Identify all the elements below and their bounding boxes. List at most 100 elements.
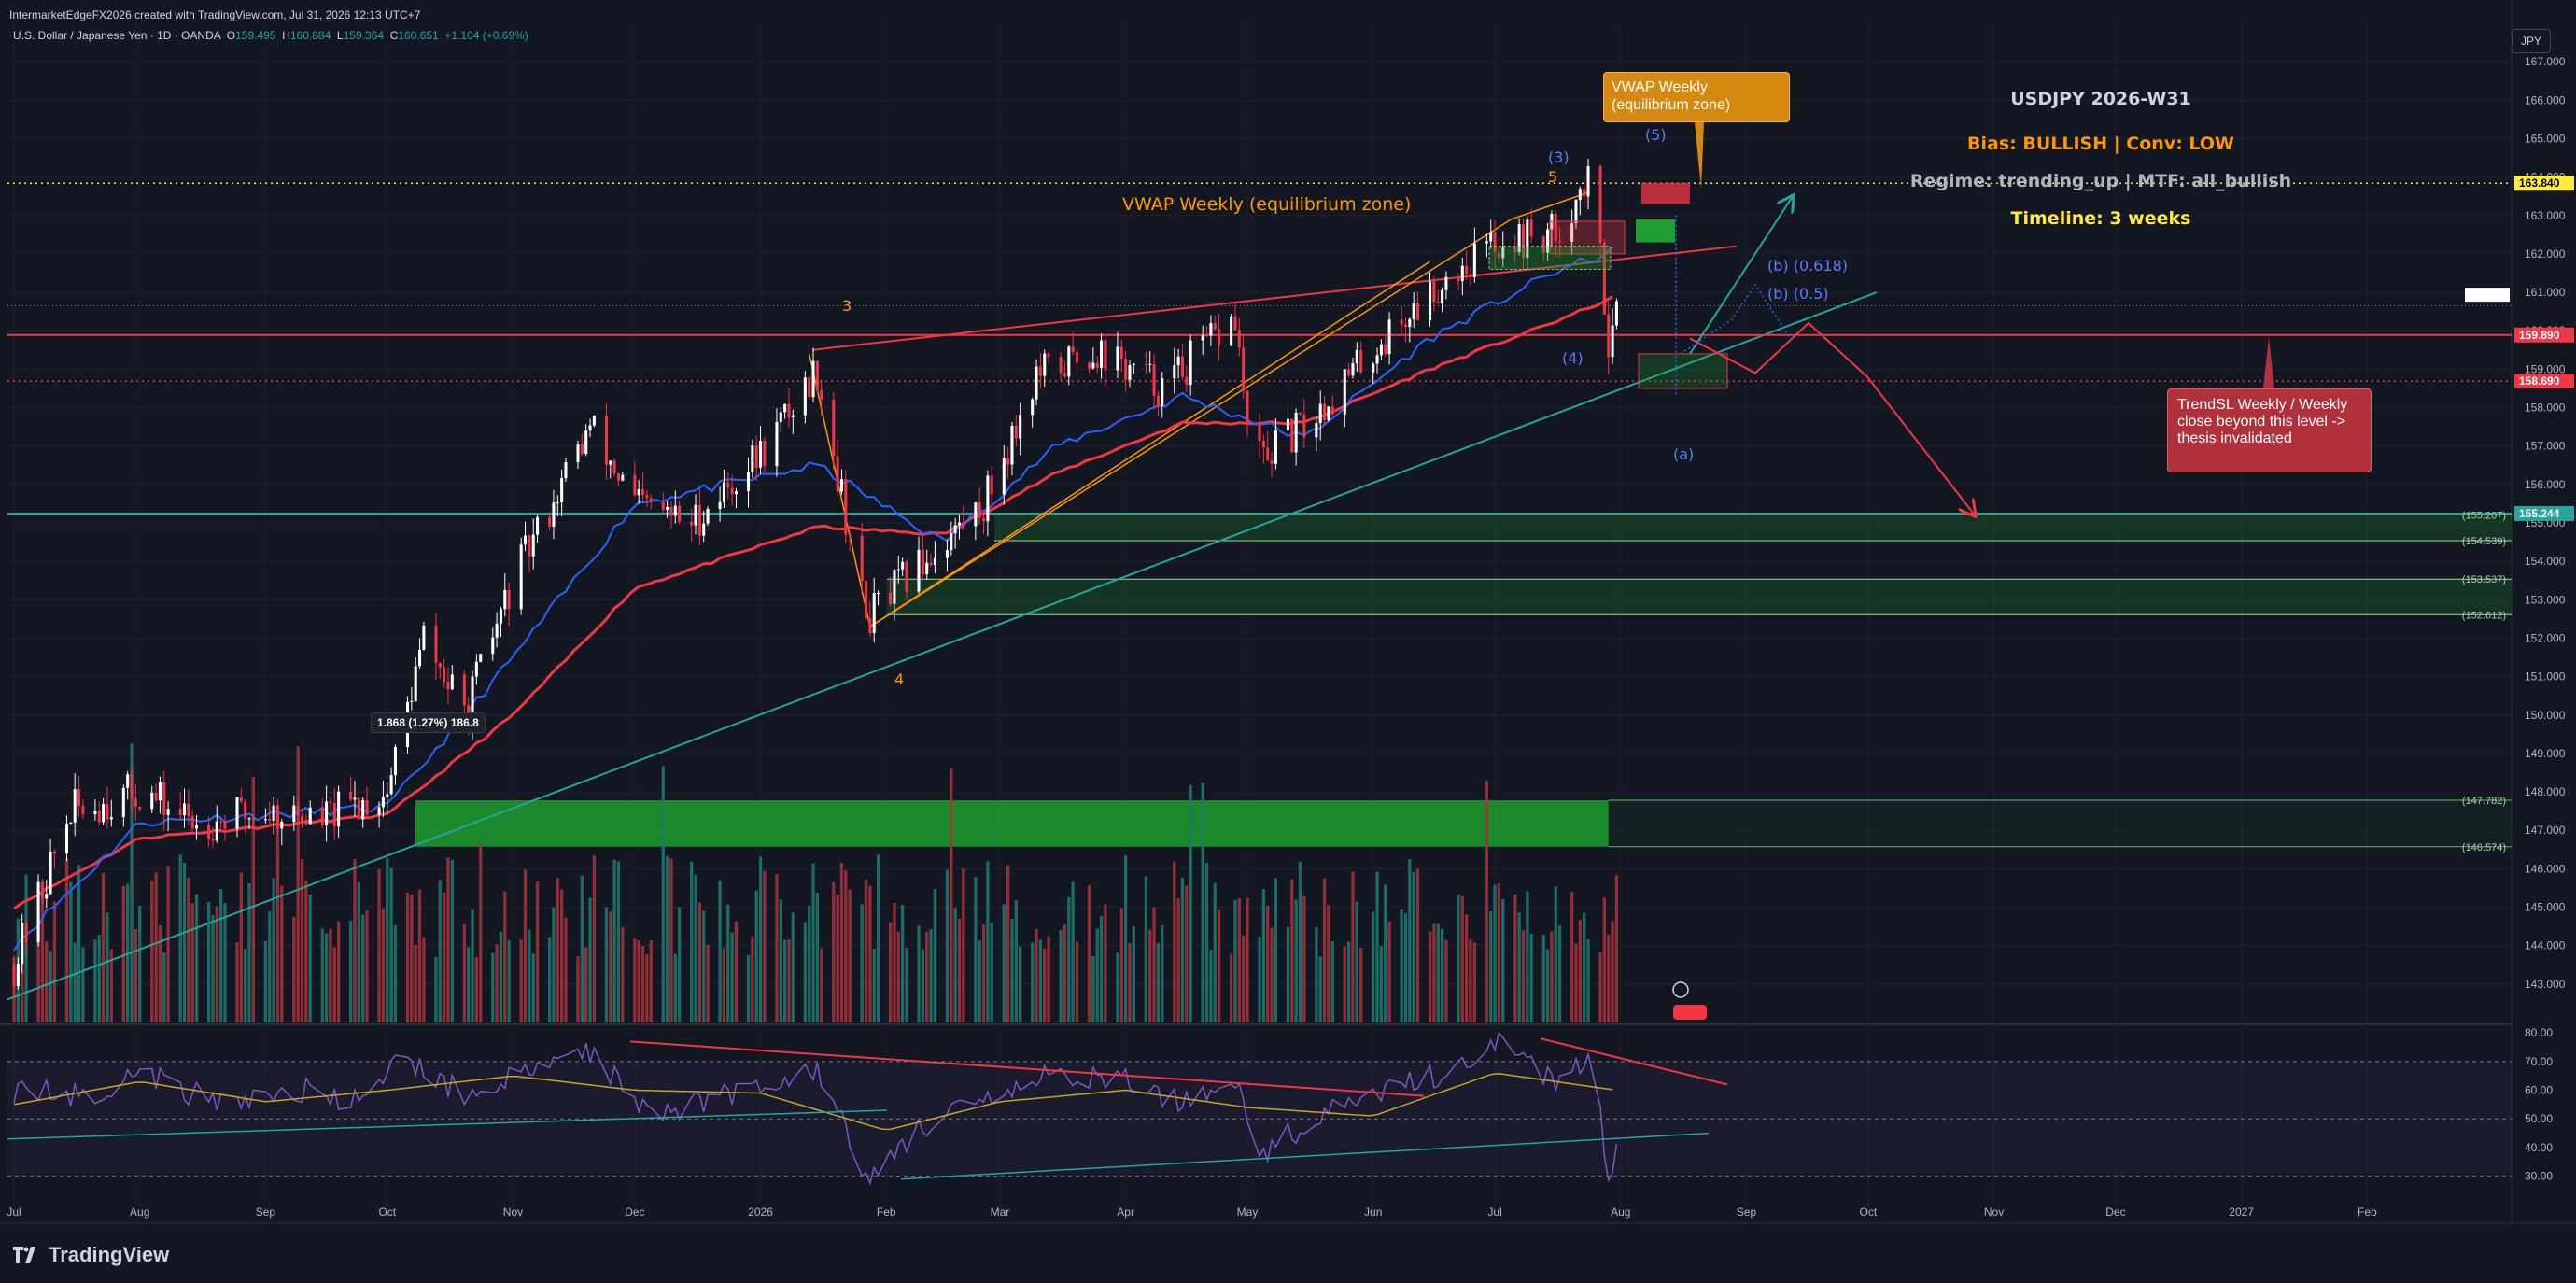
info-regime: Regime: trending_up | MTF: all_bullish <box>1909 171 2292 191</box>
volume-bar <box>446 857 450 1022</box>
volume-bar <box>921 949 925 1022</box>
volume-bar <box>1087 885 1091 1022</box>
candle-body <box>1201 335 1204 341</box>
candle-body <box>81 806 85 815</box>
price-tick-label: 153.000 <box>2525 593 2566 606</box>
candle-body <box>1359 349 1363 373</box>
candle-body <box>901 561 905 570</box>
volume-bar <box>669 858 673 1022</box>
candle-body <box>820 389 823 401</box>
candle-body <box>536 516 540 535</box>
time-axis[interactable]: Jul Aug Sep Oct Nov Dec 2026 Feb Mar Apr May Jun Jul… <box>7 1205 2377 1219</box>
volume-bar <box>1611 921 1614 1022</box>
volume-bar <box>1489 911 1493 1022</box>
tradingview-logo[interactable]: TradingView <box>13 1243 169 1267</box>
volume-bar <box>808 905 811 1022</box>
rsi-ma-line <box>13 1072 1613 1131</box>
zone-label: (152.612) <box>2462 610 2506 621</box>
candle-body <box>1526 219 1529 259</box>
event-icon <box>1672 981 1689 998</box>
candle-body <box>178 809 182 816</box>
price-tick-label: 156.000 <box>2525 478 2566 491</box>
candle-body <box>1570 222 1574 242</box>
volume-bar <box>280 885 284 1022</box>
candle-body <box>244 801 247 819</box>
candle-body <box>393 747 397 776</box>
candle-body <box>986 475 990 522</box>
volume-bar <box>552 907 556 1022</box>
candlesticks[interactable] <box>12 158 1618 999</box>
volume-bar <box>523 869 528 1022</box>
demand-zone-ext <box>1608 800 2512 847</box>
price-axis[interactable]: 167.000166.000165.000164.000163.000162.0… <box>2462 55 2574 991</box>
candle-body <box>1469 274 1472 277</box>
volume-bar <box>206 902 211 1022</box>
candle-body <box>933 557 936 566</box>
symbol-name[interactable]: U.S. Dollar / Japanese Yen · 1D · OANDA <box>13 29 221 42</box>
symbol-legend[interactable]: U.S. Dollar / Japanese Yen · 1D · OANDA … <box>13 29 528 42</box>
candle-body <box>706 508 710 524</box>
candle-body <box>588 425 592 431</box>
rsi-pane[interactable]: 80.00 70.00 60.00 50.00 40.00 30.00 <box>7 1026 2553 1186</box>
volume-bar <box>417 889 422 1022</box>
candle-body <box>1059 357 1063 374</box>
volume-bar <box>357 882 361 1022</box>
volume-bar <box>848 889 852 1022</box>
candle-body <box>1529 219 1533 237</box>
candle-body <box>844 478 848 535</box>
candle-body <box>450 674 454 690</box>
volume-bar <box>389 867 393 1022</box>
volume-bar <box>1274 878 1278 1022</box>
candle-body <box>1205 335 1209 337</box>
candle-body <box>207 825 211 839</box>
candle-body <box>896 569 900 571</box>
candle-body <box>21 923 24 965</box>
candle-body <box>361 799 365 820</box>
volume-bar <box>194 894 199 1022</box>
volume-bar <box>69 881 73 1022</box>
candle-body <box>1578 189 1582 201</box>
volume-bar <box>528 929 531 1022</box>
volume-bar <box>190 903 194 1022</box>
price-tick-label: 157.000 <box>2525 440 2566 453</box>
volume-bar <box>1006 865 1010 1022</box>
candle-body <box>1246 390 1249 424</box>
volume-bar <box>1144 876 1148 1022</box>
candle-body <box>641 489 645 496</box>
candle-body <box>832 400 836 457</box>
volume-bar <box>621 926 625 1022</box>
candle-body <box>1412 303 1415 319</box>
candle-body <box>1161 378 1164 406</box>
volume-bar <box>1059 929 1063 1022</box>
candle-body <box>1347 369 1351 376</box>
candle-body <box>158 782 162 801</box>
candle-body <box>528 535 531 557</box>
volume-bar <box>779 899 782 1022</box>
currency-button[interactable]: JPY <box>2512 29 2551 53</box>
volume-bar <box>1485 780 1489 1022</box>
rsi-support-2 <box>900 1132 1710 1180</box>
vwap-callout[interactable]: VWAP Weekly (equilibrium zone) <box>1603 72 1790 122</box>
volume-bar <box>811 863 815 1022</box>
candle-body <box>381 797 385 808</box>
volume-bar <box>839 862 844 1022</box>
volume-bar <box>1209 950 1213 1022</box>
volume-bar <box>864 879 868 1022</box>
volume-bar <box>381 908 386 1022</box>
volume-bar <box>353 858 357 1022</box>
zone-label: (146.574) <box>2462 842 2506 853</box>
candle-body <box>673 505 677 516</box>
rsi-tick-label: 60.00 <box>2525 1084 2553 1097</box>
volume-bar <box>1574 943 1578 1022</box>
volume-bar <box>1436 923 1440 1022</box>
trendsl-callout[interactable]: TrendSL Weekly / Weekly close beyond thi… <box>2167 388 2372 472</box>
volume-bar <box>263 940 268 1022</box>
candle-body <box>332 802 336 827</box>
candle-body <box>1270 460 1274 464</box>
volume-bar <box>247 882 251 1022</box>
volume-bar <box>1063 924 1067 1022</box>
support-zone <box>994 515 2512 541</box>
candle-body <box>1327 406 1330 420</box>
volume-bar <box>640 945 645 1022</box>
